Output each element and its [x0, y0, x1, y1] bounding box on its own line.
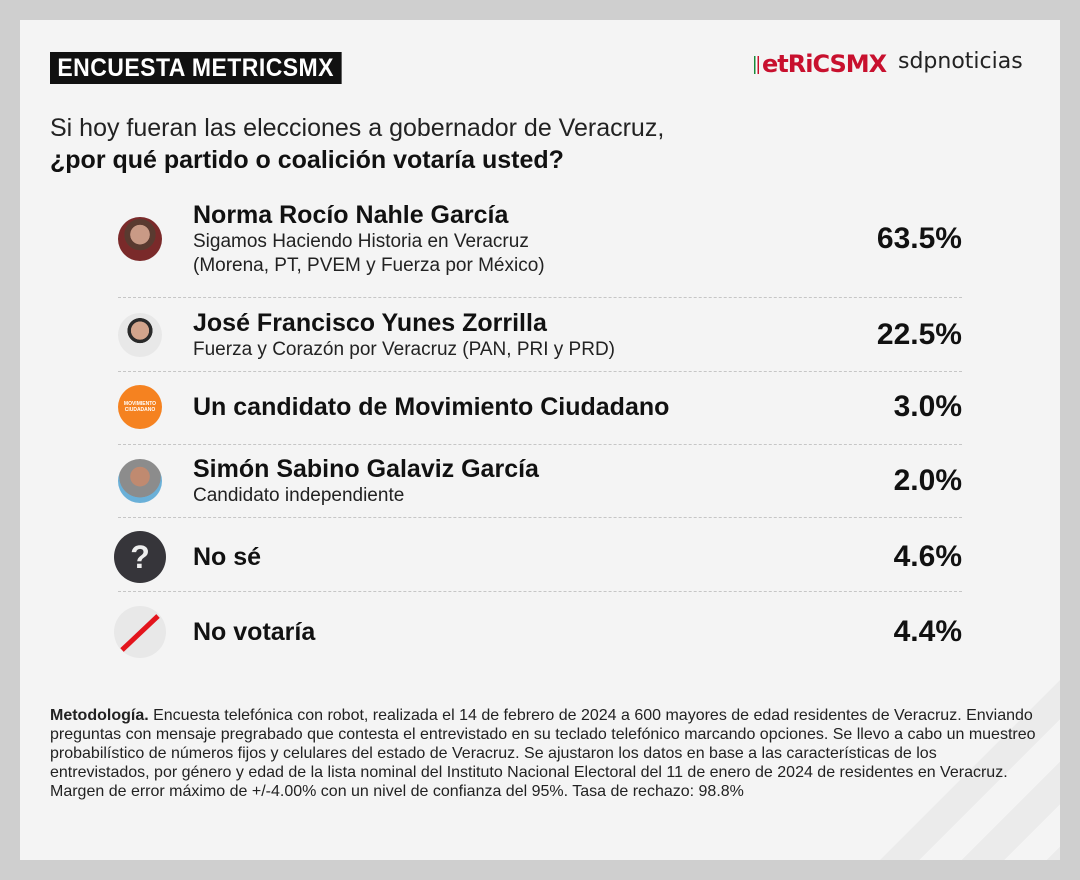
result-row: No votaría 4.4% [114, 606, 962, 658]
candidate-photo-icon [118, 217, 162, 261]
metricsmx-logo-text: etRiCSMX [762, 50, 887, 78]
movimiento-ciudadano-logo-icon: MOVIMIENTO CIUDADANO [118, 385, 162, 429]
question: Si hoy fueran las elecciones a gobernado… [50, 112, 664, 176]
poll-badge: ENCUESTA METRICSMX [50, 52, 342, 84]
result-row: MOVIMIENTO CIUDADANO Un candidato de Mov… [118, 385, 962, 429]
slash-icon [114, 606, 166, 658]
divider [118, 371, 962, 372]
percentage: 63.5% [876, 222, 962, 255]
coalition: Sigamos Haciendo Historia en Veracruz [193, 231, 529, 252]
result-row: Simón Sabino Galaviz García Candidato ind… [118, 454, 962, 508]
divider [118, 591, 962, 592]
methodology-text: Encuesta telefónica con robot, realizada… [50, 707, 1036, 800]
poll-card: ENCUESTA METRICSMX etRiCSMX sdpnoticias … [20, 20, 1060, 860]
percentage: 22.5% [876, 318, 962, 351]
question-mark-icon: ? [114, 531, 166, 583]
question-line2: ¿por qué partido o coalición votaría ust… [50, 146, 564, 174]
flag-bar-icon [754, 56, 759, 74]
result-row: Norma Rocío Nahle García Sigamos Haciendo… [118, 200, 962, 278]
candidate-name: Norma Rocío Nahle García [193, 201, 509, 229]
percentage: 4.4% [893, 615, 962, 648]
candidate-type: Candidato independiente [193, 485, 405, 506]
candidate-name: Un candidato de Movimiento Ciudadano [193, 393, 670, 421]
divider [118, 517, 962, 518]
result-row: José Francisco Yunes Zorrilla Fuerza y Co… [118, 308, 962, 362]
methodology-label: Metodología. [50, 707, 149, 724]
percentage: 2.0% [893, 464, 962, 497]
metricsmx-logo: etRiCSMX [754, 50, 887, 78]
option-label: No votaría [193, 618, 316, 646]
parties: (Morena, PT, PVEM y Fuerza por México) [193, 255, 545, 276]
slash-glyph [120, 614, 160, 652]
question-glyph: ? [130, 538, 150, 575]
candidate-name: José Francisco Yunes Zorrilla [193, 309, 547, 337]
percentage: 4.6% [893, 540, 962, 573]
sdpnoticias-logo: sdpnoticias [898, 49, 1023, 74]
percentage: 3.0% [893, 390, 962, 423]
coalition: Fuerza y Corazón por Veracruz (PAN, PRI … [193, 339, 615, 360]
methodology: Metodología. Encuesta telefónica con rob… [50, 706, 1040, 801]
candidate-photo-icon [118, 459, 162, 503]
option-label: No sé [193, 543, 262, 571]
result-row: ? No sé 4.6% [114, 531, 962, 583]
divider [118, 297, 962, 298]
candidate-photo-icon [118, 313, 162, 357]
divider [118, 444, 962, 445]
question-line1: Si hoy fueran las elecciones a gobernado… [50, 114, 665, 142]
candidate-name: Simón Sabino Galaviz García [193, 455, 539, 483]
logo-text: MOVIMIENTO CIUDADANO [123, 401, 157, 413]
